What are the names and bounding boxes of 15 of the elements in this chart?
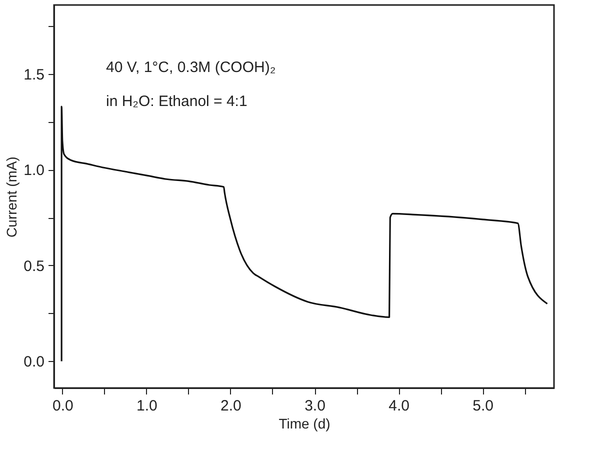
y-axis-title: Current (mA) <box>4 156 20 238</box>
line-series <box>60 106 548 362</box>
y-tick-label: 1.5 <box>24 66 44 84</box>
y-tick-label: 1.0 <box>24 162 44 180</box>
x-tick-label: 0.0 <box>52 398 74 414</box>
y-tick-label: 0.0 <box>24 354 44 371</box>
x-tick-label: 1.0 <box>136 398 158 414</box>
x-tick-label: 5.0 <box>472 398 494 414</box>
x-tick-label: 2.0 <box>220 398 242 414</box>
y-tick-label: 0.5 <box>24 258 44 275</box>
x-tick-label: 3.0 <box>304 398 326 414</box>
x-axis-title: Time (d) <box>278 416 330 432</box>
annotation: in H₂O: Ethanol = 4:1 <box>106 93 248 110</box>
annotation: 40 V, 1°C, 0.3M (COOH)₂ <box>106 59 276 76</box>
x-tick-label: 4.0 <box>388 398 410 414</box>
